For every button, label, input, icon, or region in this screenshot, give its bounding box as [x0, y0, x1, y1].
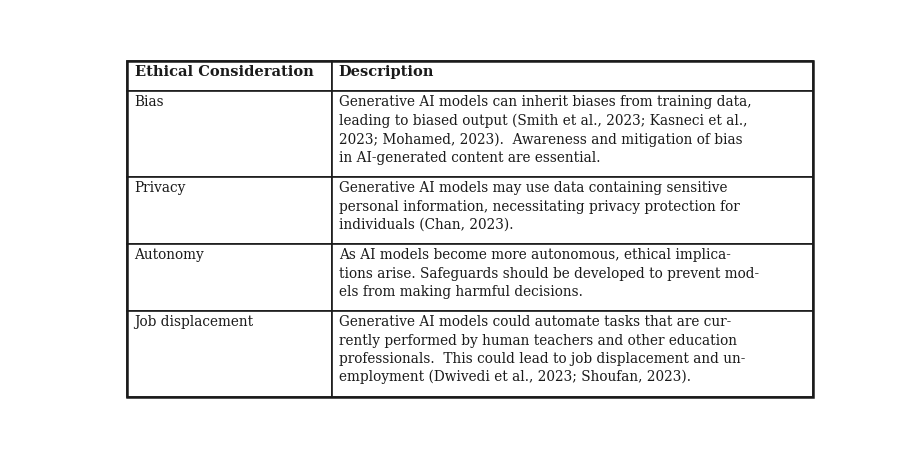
Bar — [332, 91, 812, 177]
Text: Generative AI models may use data containing sensitive
personal information, nec: Generative AI models may use data contai… — [338, 181, 739, 232]
Text: Ethical Consideration: Ethical Consideration — [135, 65, 314, 79]
Bar — [332, 177, 812, 244]
Text: Generative AI models can inherit biases from training data,
leading to biased ou: Generative AI models can inherit biases … — [338, 95, 751, 165]
Text: Autonomy: Autonomy — [135, 248, 204, 262]
Bar — [127, 244, 332, 311]
Text: Privacy: Privacy — [135, 181, 186, 195]
Text: Job displacement: Job displacement — [135, 315, 254, 329]
Text: Bias: Bias — [135, 95, 164, 109]
Bar — [127, 311, 332, 397]
Text: As AI models become more autonomous, ethical implica-
tions arise. Safeguards sh: As AI models become more autonomous, eth… — [338, 248, 758, 299]
Bar — [127, 61, 332, 91]
Bar — [332, 244, 812, 311]
Text: Generative AI models could automate tasks that are cur-
rently performed by huma: Generative AI models could automate task… — [338, 315, 745, 385]
Bar — [332, 311, 812, 397]
Bar — [332, 61, 812, 91]
Text: Description: Description — [338, 65, 434, 79]
Bar — [127, 177, 332, 244]
Bar — [127, 91, 332, 177]
